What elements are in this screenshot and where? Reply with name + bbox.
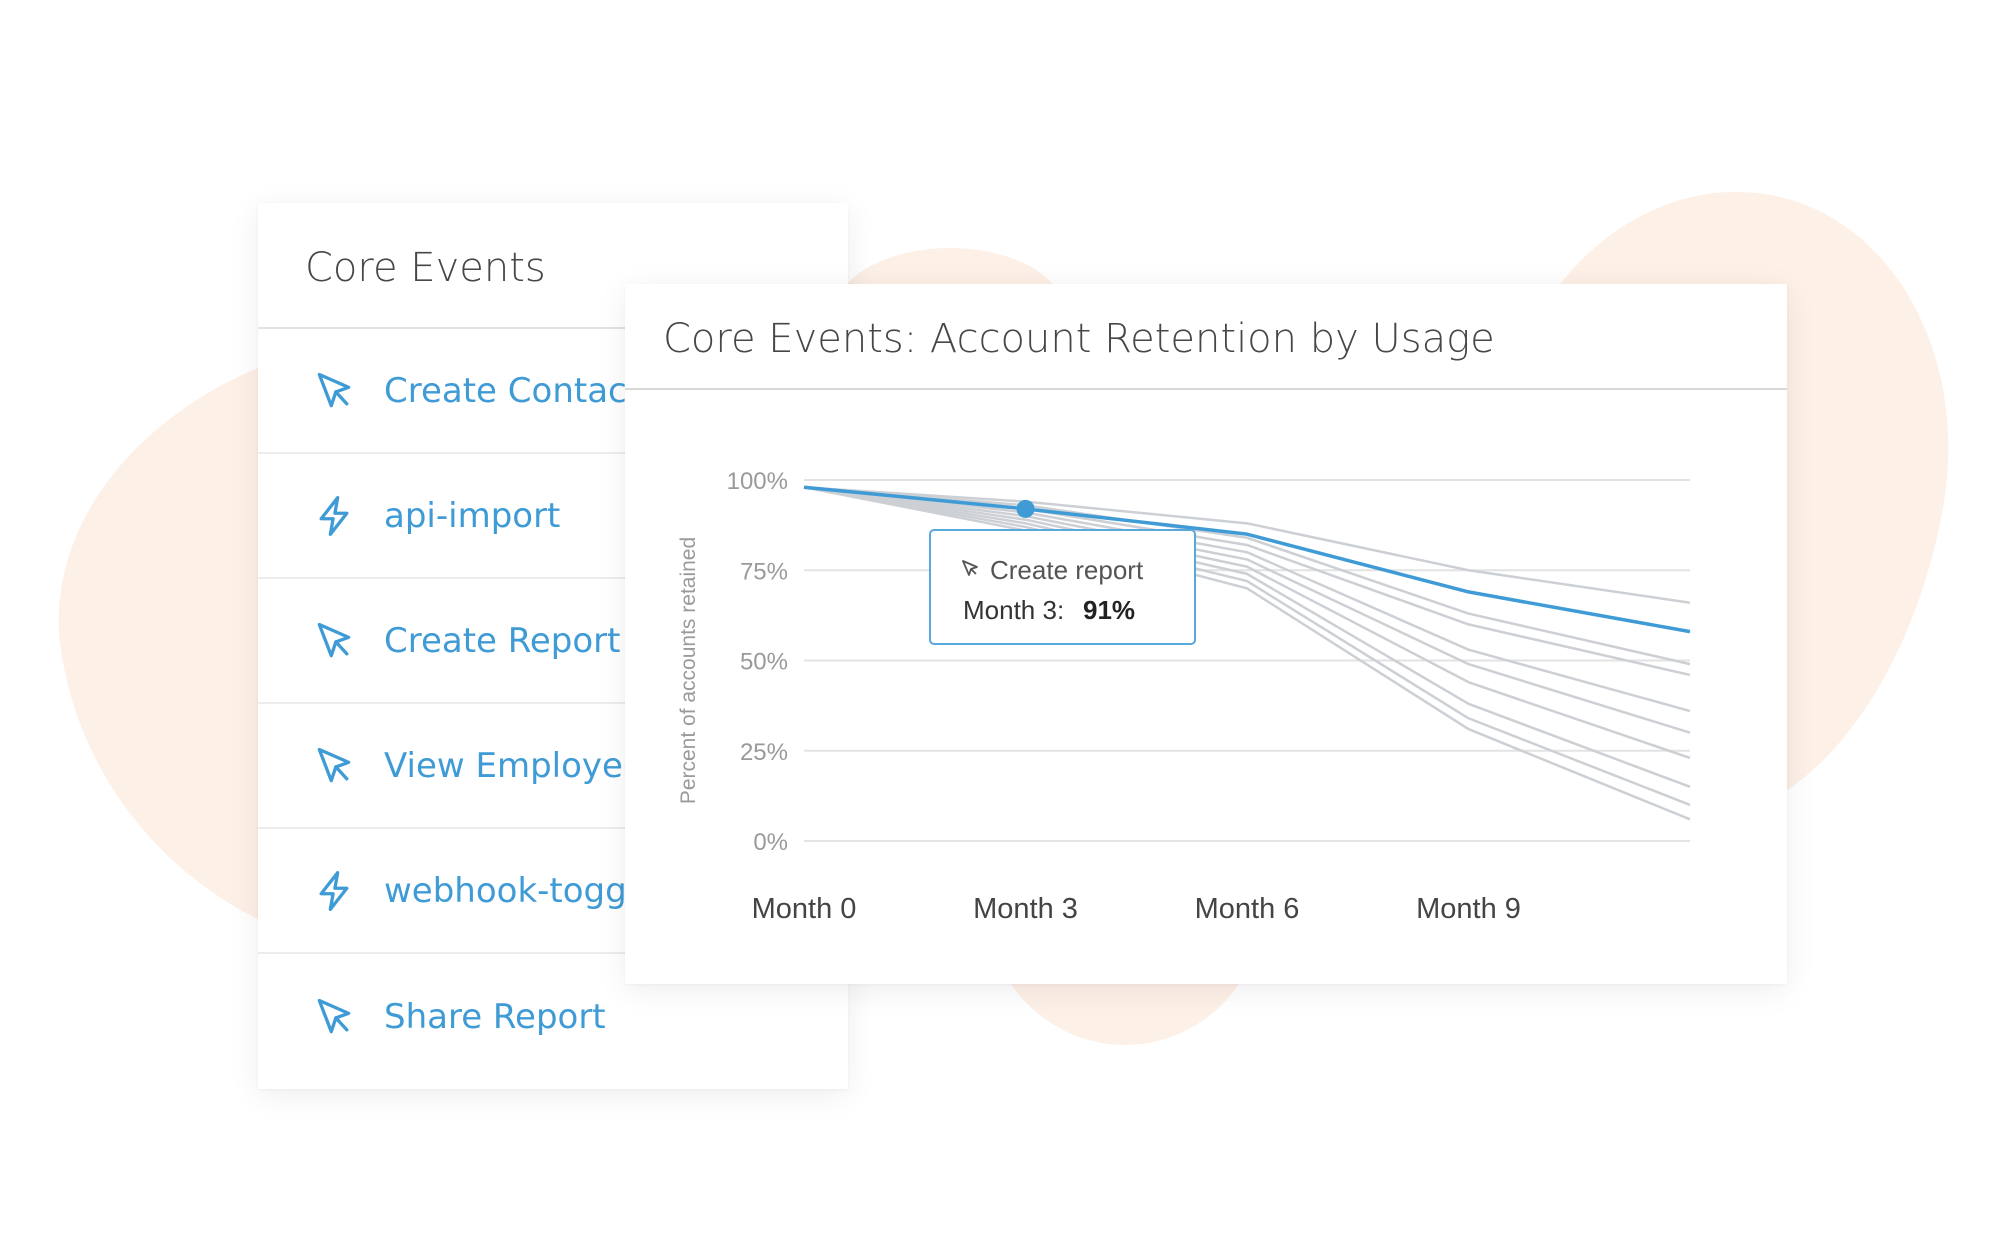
lightning-icon	[312, 494, 356, 538]
lightning-icon	[312, 869, 356, 913]
event-item[interactable]: Create Contact	[258, 329, 848, 454]
cursor-icon	[312, 619, 356, 663]
highlight-series-line	[803, 485, 1691, 634]
y-tick-label: 75%	[740, 558, 788, 585]
event-label: Share Report	[384, 996, 606, 1037]
series-line	[803, 485, 1691, 760]
x-tick-label: Month 6	[1195, 893, 1300, 925]
series-line	[803, 485, 1691, 604]
series-line	[803, 485, 1691, 807]
x-tick-label: Month 3	[973, 893, 1078, 925]
y-tick-label: 100%	[727, 468, 788, 495]
retention-chart: 100% 75% 50% 25% 0% Percent of accounts retai…	[677, 468, 1691, 925]
tooltip-month-label: Month 3:	[963, 595, 1064, 625]
y-axis-label: Percent of accounts retained	[677, 537, 700, 804]
y-tick-label: 25%	[740, 739, 788, 766]
series-line	[803, 485, 1691, 734]
event-label: webhook-toggle	[384, 870, 658, 911]
event-item[interactable]: View Employees	[258, 704, 848, 829]
core-events-list: Create Contact api-import Create Report Vie…	[258, 329, 848, 1079]
event-item[interactable]: Share Report	[258, 954, 848, 1079]
y-tick-label: 50%	[740, 649, 788, 676]
x-tick-label: Month 0	[752, 893, 857, 925]
retention-chart-panel: Core Events: Account Retention by Usage …	[625, 284, 1787, 984]
cursor-icon	[312, 995, 356, 1039]
event-label: Create Contact	[384, 370, 641, 411]
x-tick-label: Month 9	[1416, 893, 1521, 925]
tooltip-box	[929, 529, 1196, 645]
cursor-icon	[312, 744, 356, 788]
series-line	[803, 485, 1691, 713]
tooltip-event-name: Create report	[990, 555, 1144, 585]
event-item[interactable]: Create Report	[258, 579, 848, 704]
cursor-icon	[962, 560, 978, 576]
highlight-point	[1016, 499, 1035, 518]
event-item[interactable]: api-import	[258, 454, 848, 579]
event-label: api-import	[384, 495, 561, 536]
cursor-icon	[312, 369, 356, 413]
series-line	[803, 485, 1691, 666]
core-events-title: Core Events	[258, 203, 848, 329]
chart-title: Core Events: Account Retention by Usage	[625, 284, 1787, 390]
event-label: View Employees	[384, 745, 662, 786]
event-label: Create Report	[384, 620, 621, 661]
event-item[interactable]: webhook-toggle	[258, 829, 848, 954]
series-line	[803, 485, 1691, 789]
y-tick-label: 0%	[753, 829, 788, 856]
tooltip-value: 91%	[1083, 595, 1135, 625]
series-line	[803, 485, 1691, 821]
